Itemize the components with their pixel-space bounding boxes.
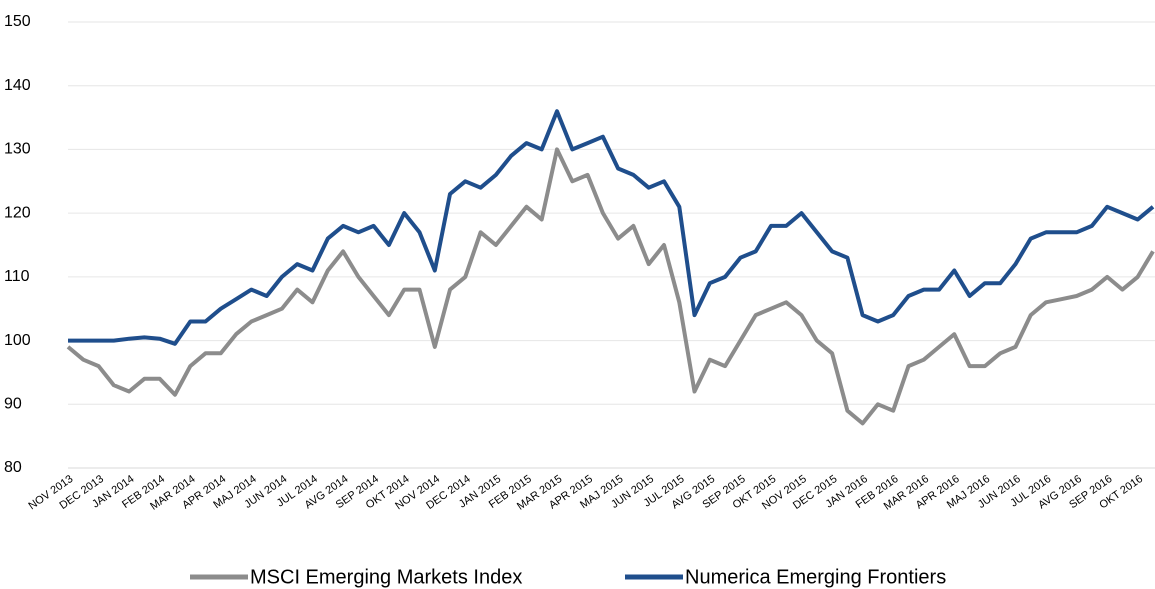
series-line: [68, 149, 1153, 423]
legend-label: MSCI Emerging Markets Index: [250, 566, 522, 588]
y-tick-label: 130: [4, 141, 31, 158]
y-tick-label: 100: [4, 332, 31, 349]
y-tick-label: 150: [4, 13, 31, 30]
chart: 8090100110120130140150NOV 2013DEC 2013JA…: [0, 0, 1155, 589]
y-tick-label: 140: [4, 77, 31, 94]
y-tick-label: 120: [4, 204, 31, 221]
y-tick-label: 90: [4, 396, 22, 413]
y-tick-label: 110: [4, 268, 30, 285]
y-tick-label: 80: [4, 459, 22, 476]
legend-label: Numerica Emerging Frontiers: [685, 566, 946, 588]
